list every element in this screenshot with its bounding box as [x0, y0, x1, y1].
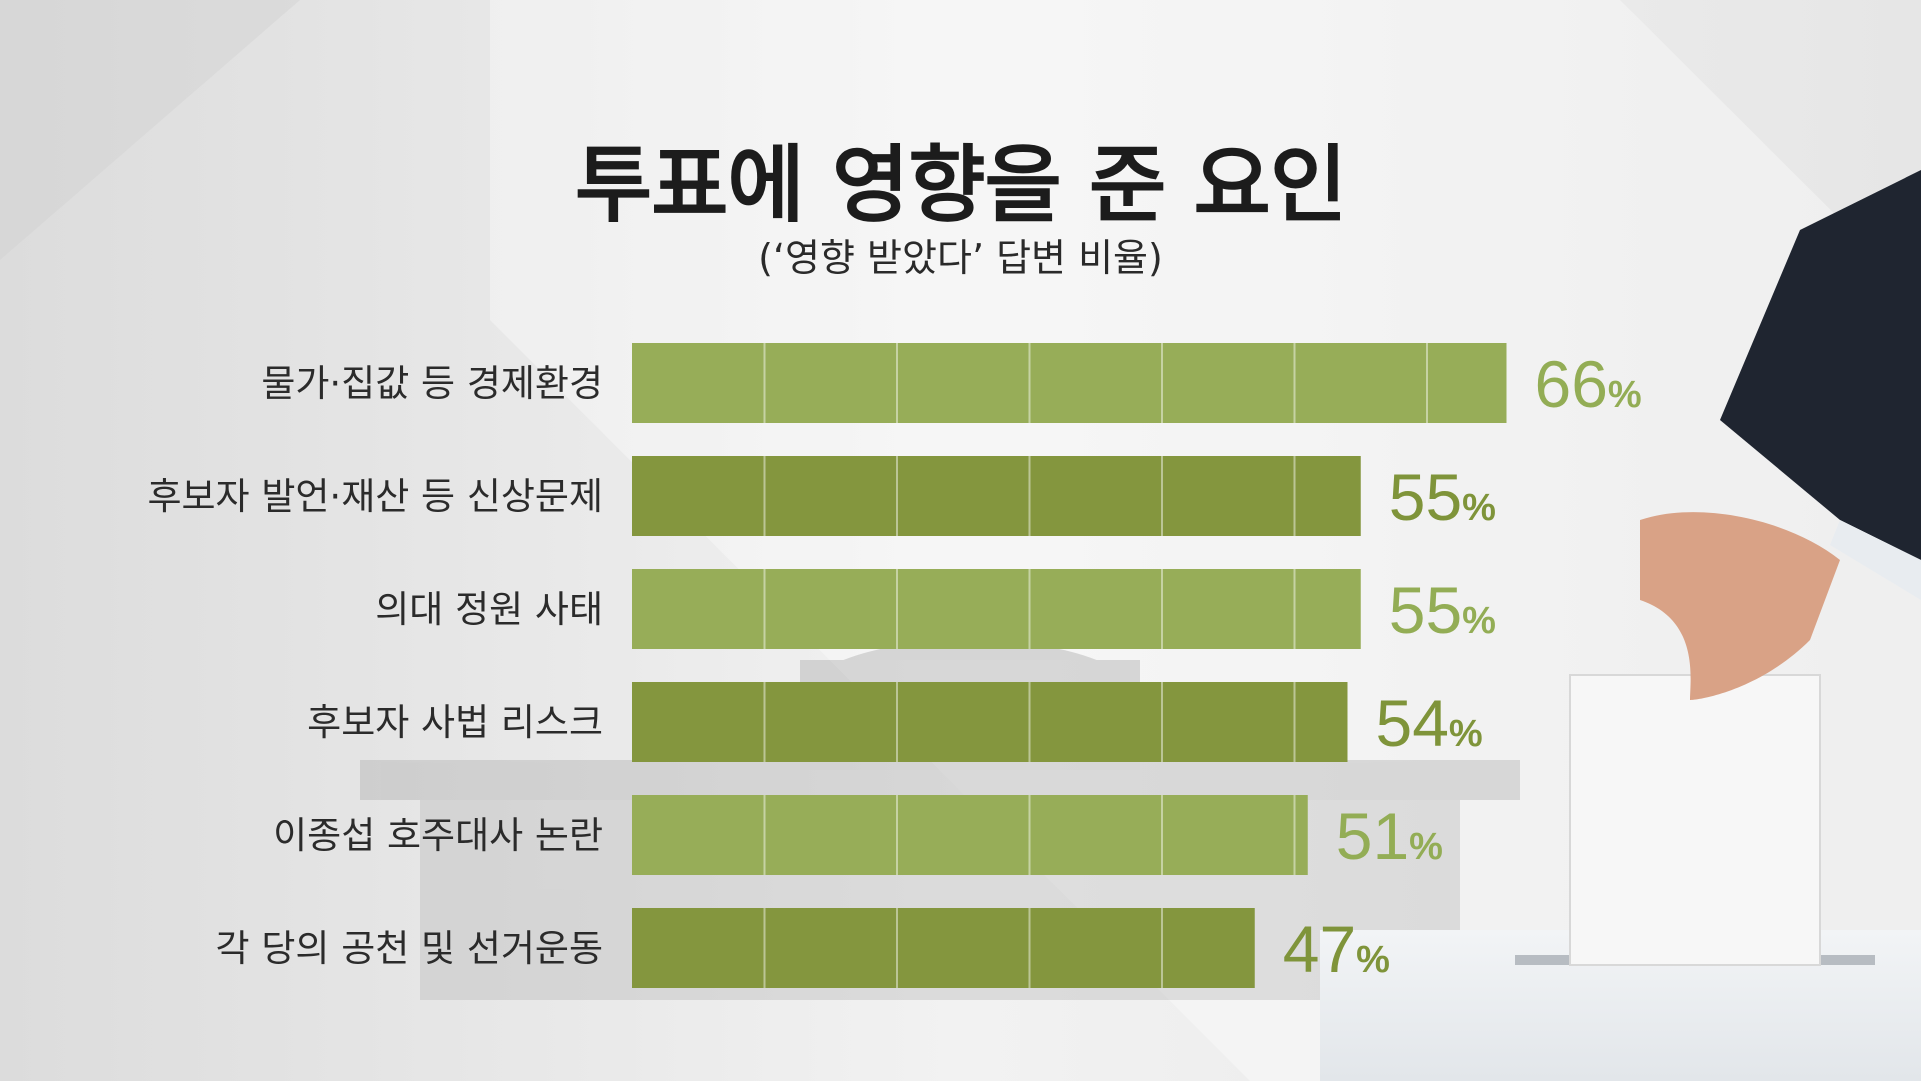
bar [632, 908, 1255, 988]
value-label: 55% [1389, 460, 1496, 534]
value-label: 51% [1336, 799, 1443, 873]
bar [632, 682, 1348, 762]
category-label: 이종섭 호주대사 논란 [273, 814, 603, 857]
bar-row: 후보자 사법 리스크 54% [307, 682, 1483, 762]
category-label: 의대 정원 사태 [375, 588, 603, 631]
category-label: 후보자 사법 리스크 [307, 701, 603, 744]
bar [632, 569, 1361, 649]
value-label: 55% [1389, 573, 1496, 647]
bar [632, 343, 1507, 423]
bar-row: 이종섭 호주대사 논란 51% [273, 795, 1443, 875]
value-label: 54% [1376, 686, 1483, 760]
category-label: 후보자 발언·재산 등 신상문제 [147, 475, 603, 518]
chart-subtitle: (‘영향 받았다’ 답변 비율) [758, 236, 1163, 280]
category-label: 물가·집값 등 경제환경 [261, 362, 603, 405]
bar-row: 각 당의 공천 및 선거운동 47% [216, 908, 1390, 988]
bar [632, 456, 1361, 536]
chart-title: 투표에 영향을 준 요인 [574, 136, 1347, 234]
value-label: 66% [1535, 347, 1642, 421]
bar-row: 후보자 발언·재산 등 신상문제 55% [147, 456, 1496, 536]
hand-with-ballot [1569, 170, 1921, 966]
bar-row: 물가·집값 등 경제환경 66% [261, 343, 1642, 423]
value-label: 47% [1283, 912, 1390, 986]
bar [632, 795, 1308, 875]
category-label: 각 당의 공천 및 선거운동 [216, 927, 603, 970]
bar-row: 의대 정원 사태 55% [375, 569, 1496, 649]
